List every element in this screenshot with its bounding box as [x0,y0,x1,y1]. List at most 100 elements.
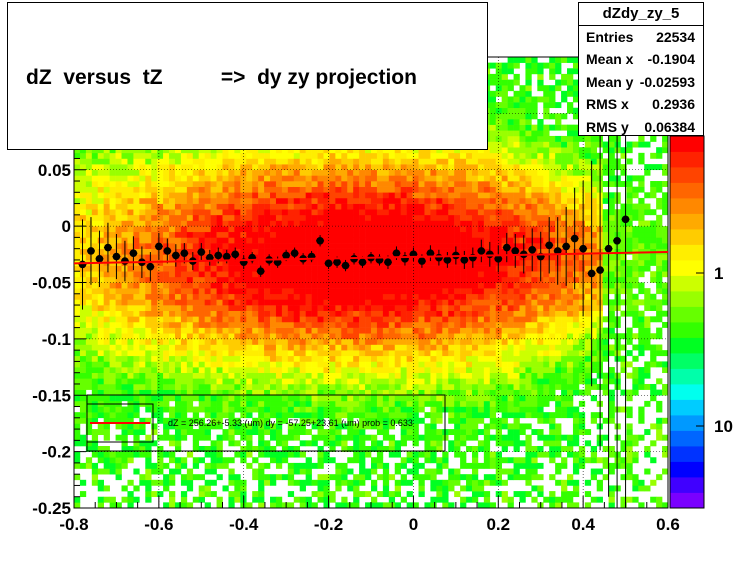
heatmap-cell [115,417,122,424]
heatmap-cell [97,169,104,176]
heatmap-cell [246,209,253,216]
heatmap-cell [103,209,110,216]
heatmap-cell [97,175,104,182]
heatmap-cell [376,186,384,193]
heatmap-cell [341,338,348,345]
heatmap-cell [216,152,223,159]
heatmap-cell [115,310,122,317]
heatmap-cell [204,327,211,334]
heatmap-cell [460,321,467,328]
heatmap-cell [418,197,425,204]
heatmap-cell [228,412,235,419]
heatmap-cell [157,214,164,221]
heatmap-cell [115,434,122,441]
heatmap-cell [275,147,283,154]
heatmap-cell [365,181,372,187]
heatmap-cell [406,293,413,300]
heatmap-cell [376,169,384,176]
heatmap-cell [353,203,360,210]
heatmap-cell [252,496,259,503]
heatmap-cell [133,321,140,328]
heatmap-cell [347,316,354,323]
heatmap-cell [264,293,271,300]
heatmap-cell [400,412,407,419]
heatmap-cell [418,282,425,289]
heatmap-cell [192,412,200,419]
heatmap-cell [174,389,182,396]
heatmap-cell [412,344,419,351]
heatmap-cell [103,265,110,272]
heatmap-cell [335,417,342,424]
heatmap-cell [252,372,259,379]
heatmap-cell [145,147,152,154]
heatmap-cell [252,389,259,396]
heatmap-cell [180,186,188,193]
heatmap-cell [109,197,116,204]
heatmap-cell [186,248,194,255]
heatmap-cell [270,288,277,295]
heatmap-cell [335,288,342,295]
heatmap-cell [424,271,431,278]
heatmap-cell [198,203,205,210]
heatmap-cell [323,158,330,165]
heatmap-cell [127,479,134,486]
heatmap-cell [329,293,336,300]
heatmap-cell [311,192,318,199]
heatmap-cell [192,197,200,204]
heatmap-cell [180,158,188,165]
heatmap-cell [388,440,396,447]
heatmap-cell [418,203,425,210]
heatmap-cell [174,321,182,328]
heatmap-cell [466,338,473,345]
heatmap-cell [270,316,277,323]
heatmap-cell [341,243,348,249]
heatmap-cell [151,333,158,340]
heatmap-cell [394,293,401,300]
heatmap-cell [454,445,461,452]
heatmap-cell [103,367,110,373]
heatmap-cell [186,344,194,351]
heatmap-cell [222,361,229,368]
heatmap-cell [299,389,306,396]
heatmap-cell [299,350,306,357]
heatmap-cell [347,214,354,221]
heatmap-cell [275,451,283,458]
heatmap-cell [216,310,223,317]
heatmap-cell [133,350,140,357]
heatmap-cell [347,400,354,407]
heatmap-cell [163,203,170,210]
heatmap-cell [109,468,116,475]
heatmap-cell [371,462,378,469]
heatmap-cell [317,355,324,362]
heatmap-cell [448,192,455,199]
heatmap-cell [127,451,134,458]
heatmap-cell [281,440,289,447]
heatmap-cell [186,468,194,475]
heatmap-cell [216,383,223,390]
heatmap-cell [163,338,170,345]
heatmap-cell [293,271,301,278]
heatmap-cell [151,152,158,159]
heatmap-cell [115,226,122,233]
heatmap-cell [174,372,182,379]
heatmap-cell [275,423,283,430]
heatmap-cell [151,197,158,204]
heatmap-cell [483,496,491,503]
heatmap-cell [186,164,194,171]
heatmap-cell [335,400,342,407]
heatmap-cell [234,169,241,176]
heatmap-cell [85,276,93,283]
heatmap-cell [293,214,301,221]
heatmap-cell [406,271,413,278]
heatmap-cell [115,350,122,357]
heatmap-cell [365,451,372,458]
heatmap-cell [454,175,461,182]
heatmap-cell [442,220,449,227]
heatmap-cell [222,310,229,317]
heatmap-cell [198,395,205,402]
heatmap-cell [174,152,182,159]
heatmap-cell [335,361,342,368]
heatmap-cell [180,355,188,362]
heatmap-cell [180,181,188,187]
heatmap-cell [216,220,223,227]
